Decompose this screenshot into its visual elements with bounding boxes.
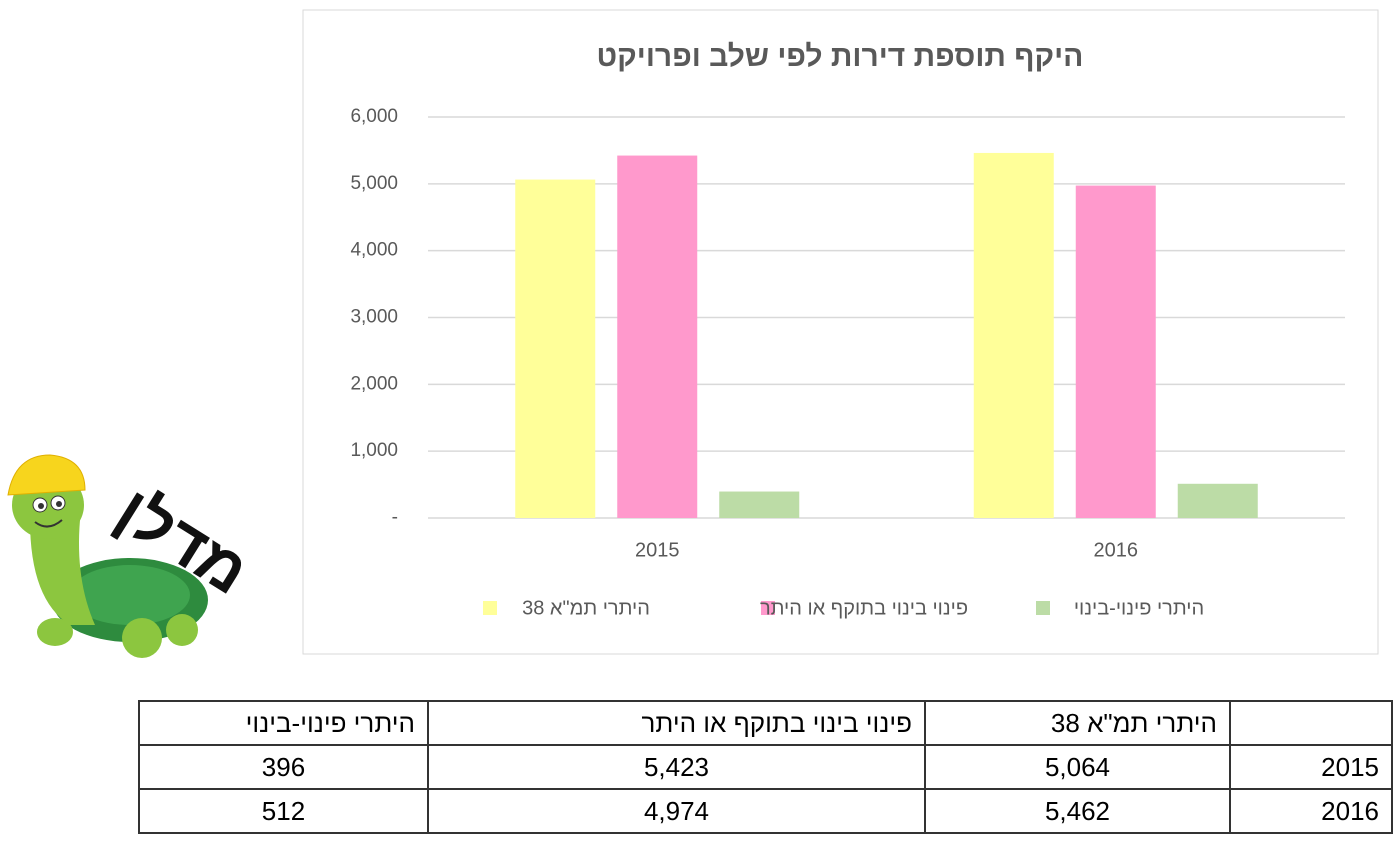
table-cell: 2015: [1229, 744, 1393, 790]
table-header-cell: פינוי בינוי בתוקף או היתר: [427, 700, 926, 746]
table-cell: 2016: [1229, 788, 1393, 834]
table-header-cell: היתרי תמ"א 38: [924, 700, 1231, 746]
turtle-shell-top: [70, 565, 190, 625]
bar: [719, 491, 800, 518]
legend-swatch: [1036, 601, 1050, 615]
legend-label: פינוי בינוי בתוקף או היתר: [760, 597, 968, 619]
table-cell: 512: [138, 788, 429, 834]
y-tick-label: 3,000: [350, 307, 398, 328]
x-tick-label: 2015: [635, 539, 680, 561]
turtle-neck: [30, 520, 95, 625]
table-cell: 396: [138, 744, 429, 790]
y-tick-label: 2,000: [350, 373, 398, 394]
table-row: 2015 5,064 5,423 396: [138, 744, 1393, 790]
legend-label: היתרי תמ"א 38: [522, 597, 650, 619]
logo: מדלן: [7, 454, 261, 658]
legend-swatch: [761, 601, 775, 615]
x-tick-label: 2016: [1094, 539, 1139, 561]
table-cell: 5,462: [924, 788, 1231, 834]
y-tick-label: 4,000: [350, 240, 398, 261]
bar: [617, 155, 698, 518]
data-table: היתרי תמ"א 38 פינוי בינוי בתוקף או היתר …: [138, 700, 1393, 834]
table-cell: 5,423: [427, 744, 926, 790]
table-row: 2016 5,462 4,974 512: [138, 788, 1393, 834]
bar: [515, 179, 596, 518]
table-header-cell: היתרי פינוי-בינוי: [138, 700, 429, 746]
bar: [1177, 483, 1258, 518]
table-header-row: היתרי תמ"א 38 פינוי בינוי בתוקף או היתר …: [138, 700, 1393, 746]
bar: [973, 152, 1054, 518]
y-tick-label: -: [392, 507, 398, 528]
bar: [1075, 185, 1156, 519]
y-tick-label: 1,000: [350, 440, 398, 461]
chart-title: היקף תוספת דירות לפי שלב ופרויקט: [597, 40, 1084, 73]
chart: היקף תוספת דירות לפי שלב ופרויקט מדלן - 1…: [7, 9, 1379, 658]
legend-swatch: [483, 601, 497, 615]
y-tick-label: 6,000: [350, 106, 398, 127]
table-cell: 4,974: [427, 788, 926, 834]
table-cell: 5,064: [924, 744, 1231, 790]
legend-label: היתרי פינוי-בינוי: [1074, 597, 1204, 619]
chart-frame: [302, 9, 1379, 655]
table-corner: [1229, 700, 1393, 746]
helmet: [7, 454, 86, 496]
y-tick-label: 5,000: [350, 173, 398, 194]
